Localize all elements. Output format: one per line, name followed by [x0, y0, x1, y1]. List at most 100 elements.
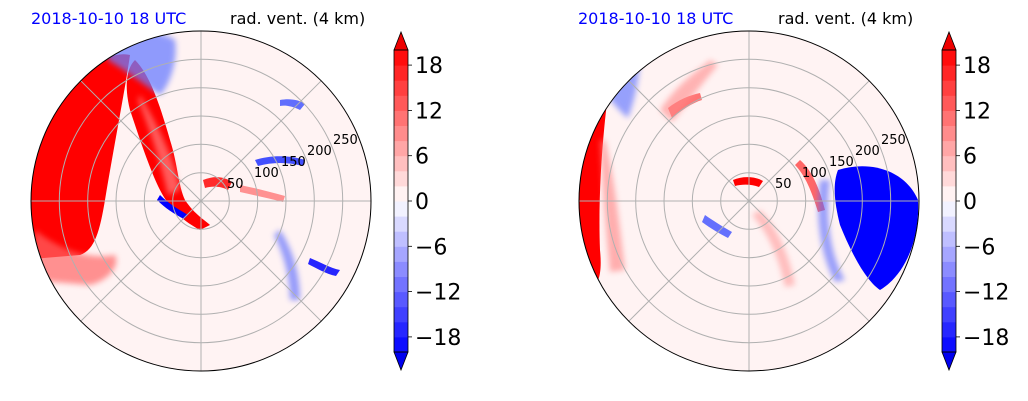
panel-2-radial-label-100: 100 [802, 166, 827, 181]
panel-1-west-positive-halo [31, 230, 117, 285]
panel-1-east-negative-1 [255, 156, 305, 166]
colorbar-level [942, 155, 956, 172]
panel-1-radial-label-100: 100 [254, 166, 279, 181]
colorbar-level [942, 110, 956, 126]
colorbar-tick-label: 18 [963, 54, 991, 79]
colorbar-level [942, 336, 956, 353]
panel-1-center-positive-patch [203, 177, 232, 190]
colorbar-tick-label: −6 [415, 235, 447, 260]
panel-2-center-positive-patch [733, 177, 763, 187]
colorbar-tick-label: −12 [415, 281, 461, 306]
panel-2-colorbar-extend-top [941, 30, 957, 51]
colorbar-level [942, 50, 956, 66]
panel-1-radial-label-150: 150 [281, 155, 306, 170]
colorbar-level [942, 261, 956, 277]
colorbar-level [942, 185, 956, 202]
colorbar-tick-label: −6 [963, 235, 995, 260]
colorbar-level [394, 95, 408, 111]
panel-1-title-right: rad. vent. (4 km) [230, 9, 365, 28]
panel-2-radial-label-50: 50 [775, 177, 792, 192]
colorbar-level [394, 231, 408, 247]
panel-1-radial-label-50: 50 [227, 177, 244, 192]
panel-2-southeast-negative-halo [818, 180, 845, 282]
colorbar-level [394, 216, 408, 232]
panel-1-grid [31, 31, 371, 371]
panel-1-radial-label-200: 200 [307, 144, 332, 159]
colorbar-level [394, 80, 408, 96]
colorbar-level [942, 65, 956, 81]
colorbar-level [394, 185, 408, 202]
panel-2-title-left: 2018-10-10 18 UTC [578, 9, 733, 28]
panel-2-title-right: rad. vent. (4 km) [778, 9, 913, 28]
colorbar-level [394, 110, 408, 126]
colorbar-level [942, 291, 956, 308]
panel-2-southeast-negative-region [834, 166, 919, 290]
panel-1-east-positive-patch [240, 185, 285, 202]
colorbar-level [394, 65, 408, 81]
colorbar-level [394, 321, 408, 338]
panel-2-spoke-135 [628, 80, 870, 322]
panel-2-west-positive-halo [600, 140, 625, 272]
colorbar-level [394, 155, 408, 172]
colorbar-level [942, 216, 956, 232]
panel-2-south-positive-streaks [752, 210, 795, 287]
colorbar-level [942, 231, 956, 247]
panel-1-colorbar: −18 −12 −6 0 6 12 18 [393, 30, 461, 372]
colorbar-level [394, 246, 408, 262]
colorbar-tick-label: 6 [963, 145, 977, 170]
panel-2-radial-label-250: 250 [881, 133, 906, 148]
panel-2-radial-label-200: 200 [855, 144, 880, 159]
panel-1-title-left: 2018-10-10 18 UTC [31, 9, 186, 28]
colorbar-tick-label: 12 [963, 99, 991, 124]
colorbar-level [942, 125, 956, 142]
colorbar-level [942, 321, 956, 338]
panel-1-frame [30, 30, 372, 372]
panel-1-colorbar-extend-bottom [393, 351, 409, 372]
colorbar-level [394, 125, 408, 142]
panel-1-radial-label-250: 250 [333, 133, 358, 148]
panel-1-southeast-negative [308, 258, 340, 276]
panel-2-north-positive-streaks [660, 60, 718, 122]
colorbar-tick-label: 12 [415, 99, 443, 124]
colorbar-level [394, 140, 408, 157]
colorbar-tick-label: −12 [963, 281, 1009, 306]
colorbar-level [394, 276, 408, 293]
panel-2-southwest-negative [702, 215, 732, 238]
panel-1-spoke-135 [80, 80, 322, 322]
colorbar-level [394, 291, 408, 308]
colorbar-level [394, 336, 408, 353]
colorbar-level [942, 276, 956, 293]
colorbar-level [942, 140, 956, 157]
panel-2-east-positive-band [795, 160, 825, 212]
colorbar-tick-label: −18 [963, 326, 1009, 351]
panel-2-colorbar-ticks: −18 −12 −6 0 6 12 18 [956, 54, 1009, 351]
panel-1-south-negative-streaks [274, 230, 300, 300]
polar-panel-1: 2018-10-10 18 UTC rad. vent. (4 km) [30, 9, 461, 372]
colorbar-level [394, 201, 408, 217]
colorbar-level [394, 306, 408, 323]
panel-1-central-positive-band [126, 60, 210, 230]
colorbar-level [942, 306, 956, 323]
colorbar-level [942, 80, 956, 96]
colorbar-tick-label: 0 [963, 190, 977, 215]
panel-1-colorbar-ticks: −18 −12 −6 0 6 12 18 [408, 54, 461, 351]
colorbar-level [394, 170, 408, 187]
panel-2-colorbar-levels [942, 50, 956, 353]
colorbar-level [394, 261, 408, 277]
polar-panel-2: 2018-10-10 18 UTC rad. vent. (4 km) [578, 9, 1009, 372]
panel-2-frame [578, 30, 920, 372]
colorbar-level [942, 95, 956, 111]
panel-1-east-negative-2 [280, 99, 305, 110]
panel-2-grid [579, 31, 919, 371]
colorbar-tick-label: 6 [415, 145, 429, 170]
colorbar-level [942, 246, 956, 262]
panel-2-colorbar-extend-bottom [941, 351, 957, 372]
colorbar-tick-label: 0 [415, 190, 429, 215]
colorbar-tick-label: −18 [415, 326, 461, 351]
colorbar-level [942, 170, 956, 187]
colorbar-tick-label: 18 [415, 54, 443, 79]
colorbar-level [942, 201, 956, 217]
panel-2-radial-label-150: 150 [829, 155, 854, 170]
panel-1-colorbar-extend-top [393, 30, 409, 51]
